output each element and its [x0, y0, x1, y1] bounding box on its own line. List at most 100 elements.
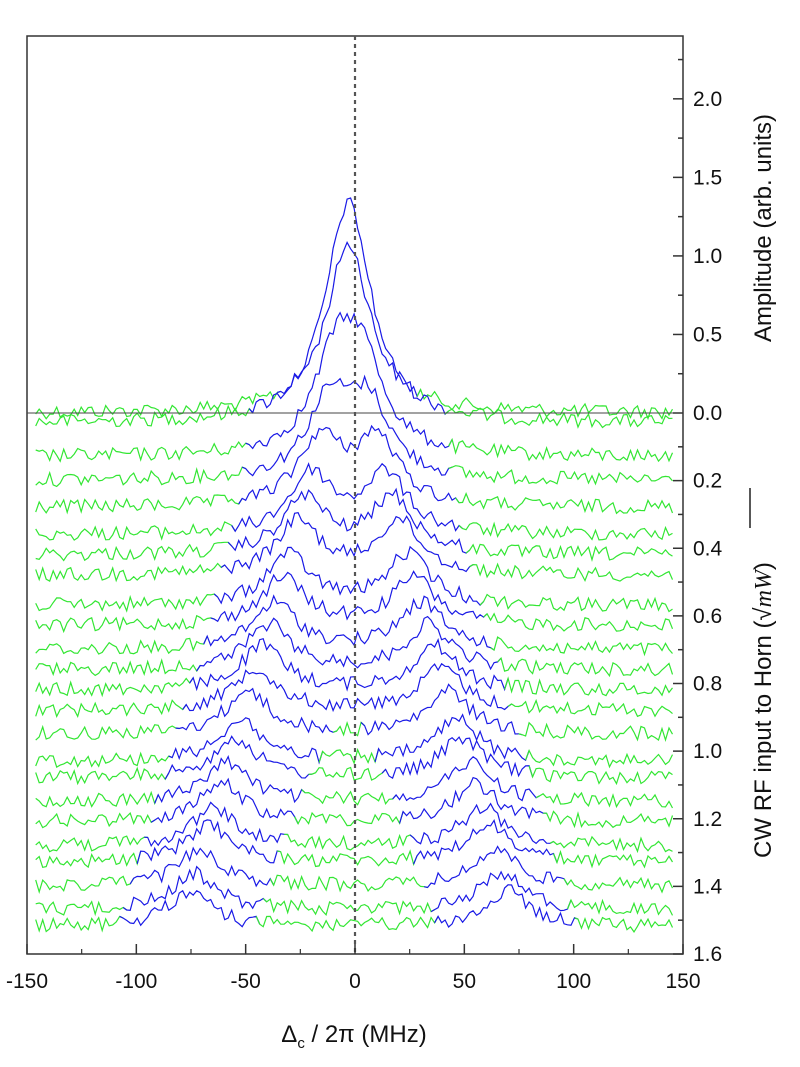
right-bottom-axis-title-main: CW RF input to Horn ( [750, 621, 777, 858]
resonance-trace-18-3 [399, 776, 547, 824]
resonance-trace-14-3 [360, 683, 523, 736]
background-trace-1-2 [444, 407, 673, 429]
resonance-trace-9-1 [210, 570, 488, 623]
x-axis-ticks: -150 -100 -50 0 50 100 150 [6, 944, 701, 993]
background-trace-10-0 [35, 635, 208, 655]
rf-input-tick-label-7: 1.6 [693, 943, 722, 966]
resonance-trace-16-3 [381, 736, 534, 779]
background-trace-21-0 [35, 875, 135, 895]
background-trace-19-0 [35, 835, 148, 853]
background-trace-4-0 [35, 494, 243, 515]
resonance-trace-20-1 [136, 819, 281, 864]
resonance-trace-17-1 [154, 754, 306, 804]
resonance-trace-13-1 [182, 662, 512, 713]
traces-group [35, 197, 674, 933]
rf-input-tick-label-5: 1.2 [693, 808, 722, 831]
resonance-trace-18-1 [150, 777, 299, 824]
background-trace-15-0 [35, 751, 173, 768]
resonance-trace-22-3 [430, 870, 572, 913]
background-trace-15-2 [318, 747, 380, 765]
x-tick-label-5: 100 [556, 970, 591, 993]
resonance-trace-21-3 [423, 845, 569, 889]
background-trace-11-2 [497, 657, 674, 678]
amplitude-tick-label-3: 1.5 [693, 166, 722, 189]
background-trace-7-0 [35, 562, 226, 583]
background-trace-14-0 [35, 724, 180, 741]
rf-input-tick-label-3: 0.8 [693, 673, 722, 696]
background-trace-12-0 [35, 677, 194, 698]
resonance-trace-14-1 [175, 687, 337, 734]
resonance-trace-5-1 [231, 462, 463, 533]
resonance-trace-8-1 [213, 545, 485, 606]
resonance-trace-23-3 [434, 884, 579, 928]
background-trace-11-0 [35, 658, 201, 677]
resonance-trace-15-3 [374, 713, 530, 763]
rf-input-tick-label-2: 0.6 [693, 605, 722, 628]
background-trace-18-0 [35, 811, 156, 829]
resonance-trace-17-3 [392, 756, 540, 802]
resonance-trace-19-1 [144, 801, 288, 848]
background-trace-17-2 [301, 789, 397, 806]
x-tick-label-2: -50 [230, 970, 260, 993]
resonance-trace-21-1 [129, 846, 275, 888]
amplitude-tick-label-4: 2.0 [693, 88, 722, 111]
resonance-trace-11-1 [196, 615, 502, 672]
resonance-trace-23-1 [119, 889, 261, 928]
background-trace-20-4 [552, 849, 674, 869]
x-tick-label-1: -100 [115, 970, 157, 993]
background-trace-15-4 [525, 748, 674, 769]
rf-input-tick-label-1: 0.4 [693, 537, 723, 560]
x-axis-title-subscript: c [297, 1035, 305, 1052]
resonance-trace-3-1 [241, 374, 453, 477]
amplitude-tick-label-1: 0.5 [693, 323, 722, 346]
resonance-trace-6-1 [227, 487, 470, 554]
resonance-trace-16-1 [164, 735, 313, 780]
background-trace-9-0 [35, 614, 215, 634]
background-trace-2-0 [35, 441, 250, 463]
background-trace-9-2 [483, 612, 674, 632]
background-trace-13-0 [35, 699, 187, 719]
background-trace-13-2 [507, 698, 673, 718]
x-tick-label-0: -150 [6, 970, 48, 993]
background-trace-5-2 [458, 521, 673, 541]
resonance-trace-4-1 [238, 424, 460, 505]
background-trace-12-2 [504, 676, 673, 697]
resonance-trace-2-1 [245, 311, 453, 450]
right-bottom-axis-title-unit: mW [751, 568, 777, 607]
background-trace-22-0 [35, 900, 128, 917]
right-bottom-axis-title-text: CW RF input to Horn (√mW) [750, 562, 777, 858]
rf-input-tick-label-6: 1.4 [693, 875, 723, 898]
background-trace-23-0 [35, 915, 124, 933]
background-trace-18-4 [543, 810, 674, 829]
background-trace-8-0 [35, 593, 219, 613]
background-trace-7-2 [469, 562, 674, 583]
resonance-trace-12-1 [189, 637, 509, 692]
background-trace-23-4 [574, 916, 674, 933]
background-trace-8-2 [479, 593, 673, 613]
background-trace-16-0 [35, 766, 170, 786]
background-trace-10-2 [490, 636, 673, 657]
x-axis-title-symbol: Δ [281, 1021, 297, 1048]
background-trace-21-4 [563, 876, 674, 894]
resonance-trace-10-1 [203, 594, 495, 651]
background-trace-20-2 [277, 849, 418, 868]
amplitude-tick-label-0: 0.0 [693, 402, 722, 425]
right-bottom-axis-title: CW RF input to Horn (√mW) [749, 488, 777, 858]
background-trace-3-0 [35, 466, 246, 488]
background-trace-17-0 [35, 790, 159, 808]
x-axis-title: Δc / 2π (MHz) [281, 1021, 426, 1052]
background-trace-4-2 [455, 492, 674, 515]
resonance-trace-7-1 [220, 512, 474, 575]
background-trace-5-0 [35, 521, 236, 541]
background-trace-21-2 [269, 874, 428, 893]
x-tick-label-3: 0 [349, 970, 361, 993]
x-axis-title-rest: / 2π (MHz) [305, 1021, 427, 1048]
background-trace-19-2 [284, 833, 414, 851]
background-trace-17-4 [535, 791, 674, 809]
background-trace-2-2 [448, 437, 674, 463]
resonance-trace-15-1 [168, 717, 324, 765]
x-tick-label-6: 150 [665, 970, 700, 993]
amplitude-tick-label-2: 1.0 [693, 245, 722, 268]
right-bottom-axis-title-radical: √ [750, 607, 777, 621]
